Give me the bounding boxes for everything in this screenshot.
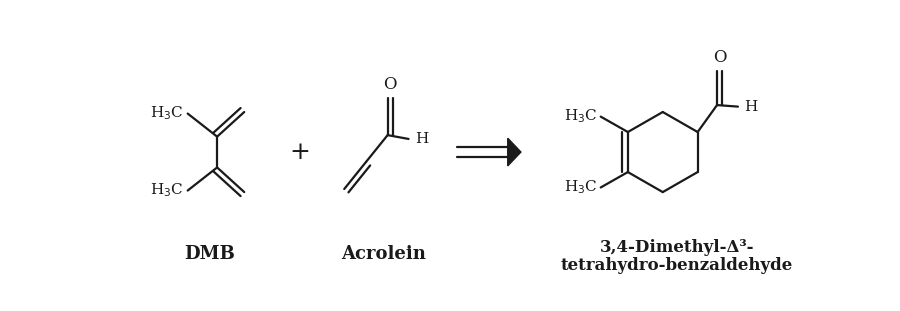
Text: +: + (290, 141, 310, 164)
Text: H: H (744, 100, 758, 114)
Text: H$_3$C: H$_3$C (564, 179, 598, 196)
Text: H: H (415, 132, 428, 146)
Text: H$_3$C: H$_3$C (564, 108, 598, 125)
Text: 3,4-Dimethyl-Δ³-: 3,4-Dimethyl-Δ³- (599, 239, 754, 256)
Text: O: O (383, 76, 397, 93)
Text: H$_3$C: H$_3$C (150, 182, 184, 199)
Polygon shape (508, 138, 521, 166)
Text: O: O (713, 49, 726, 66)
Text: Acrolein: Acrolein (341, 245, 427, 263)
Text: DMB: DMB (184, 245, 235, 263)
Text: H$_3$C: H$_3$C (150, 105, 184, 123)
Text: tetrahydro-benzaldehyde: tetrahydro-benzaldehyde (561, 257, 793, 274)
